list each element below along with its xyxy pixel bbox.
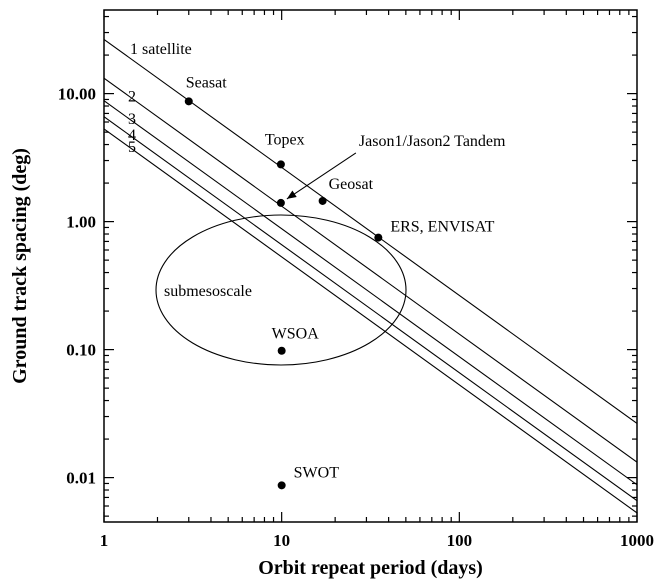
x-axis-title: Orbit repeat period (days) — [258, 557, 483, 579]
data-point — [277, 346, 286, 355]
y-tick-label: 0.01 — [66, 469, 96, 488]
data-point — [277, 481, 286, 490]
series-line — [104, 77, 637, 463]
y-tick-label: 1.00 — [66, 213, 96, 232]
plot-frame — [103, 9, 638, 523]
data-point — [374, 233, 383, 242]
y-axis-title: Ground track spacing (deg) — [9, 148, 31, 384]
point-label: Topex — [265, 131, 305, 148]
series-line — [104, 128, 637, 514]
data-point — [184, 97, 193, 106]
tandem-arrowhead — [286, 190, 297, 199]
point-label: SWOT — [294, 464, 340, 481]
point-label: Seasat — [186, 74, 227, 91]
series-line — [104, 38, 637, 424]
annotation-layer: submesoscale — [155, 214, 407, 366]
data-point — [276, 160, 285, 169]
data-point — [276, 198, 285, 207]
x-tick-label: 1000 — [620, 531, 654, 550]
series-layer: 1 satellite 2 345 — [104, 38, 637, 514]
submesoscale-ellipse — [155, 214, 407, 366]
series-label: 3 — [128, 111, 136, 128]
point-label: Jason1/Jason2 Tandem — [359, 133, 506, 150]
series-line — [104, 100, 637, 486]
y-tick-label: 10.00 — [58, 85, 96, 104]
submesoscale-label: submesoscale — [164, 283, 252, 300]
data-point — [318, 196, 327, 205]
series-label: 4 — [128, 127, 136, 144]
point-label: Geosat — [329, 176, 374, 193]
point-label: ERS, ENVISAT — [390, 219, 494, 236]
series-label: 5 — [128, 139, 136, 156]
x-tick-label: 10 — [273, 531, 290, 550]
series-label: 1 satellite — [130, 41, 192, 58]
ticks-layer: 1 10 100 1000 0.01 0.10 1.00 10.00 — [58, 10, 654, 550]
point-label: WSOA — [272, 326, 320, 343]
series-label: 2 — [128, 88, 136, 105]
series-line — [104, 116, 637, 502]
tandem-arrow — [286, 152, 357, 200]
x-tick-label: 100 — [447, 531, 473, 550]
points-layer: Seasat Topex Jason1/Jason2 Tandem Geosat ERS… — [184, 74, 506, 490]
y-tick-label: 0.10 — [66, 341, 96, 360]
x-tick-label: 1 — [100, 531, 109, 550]
